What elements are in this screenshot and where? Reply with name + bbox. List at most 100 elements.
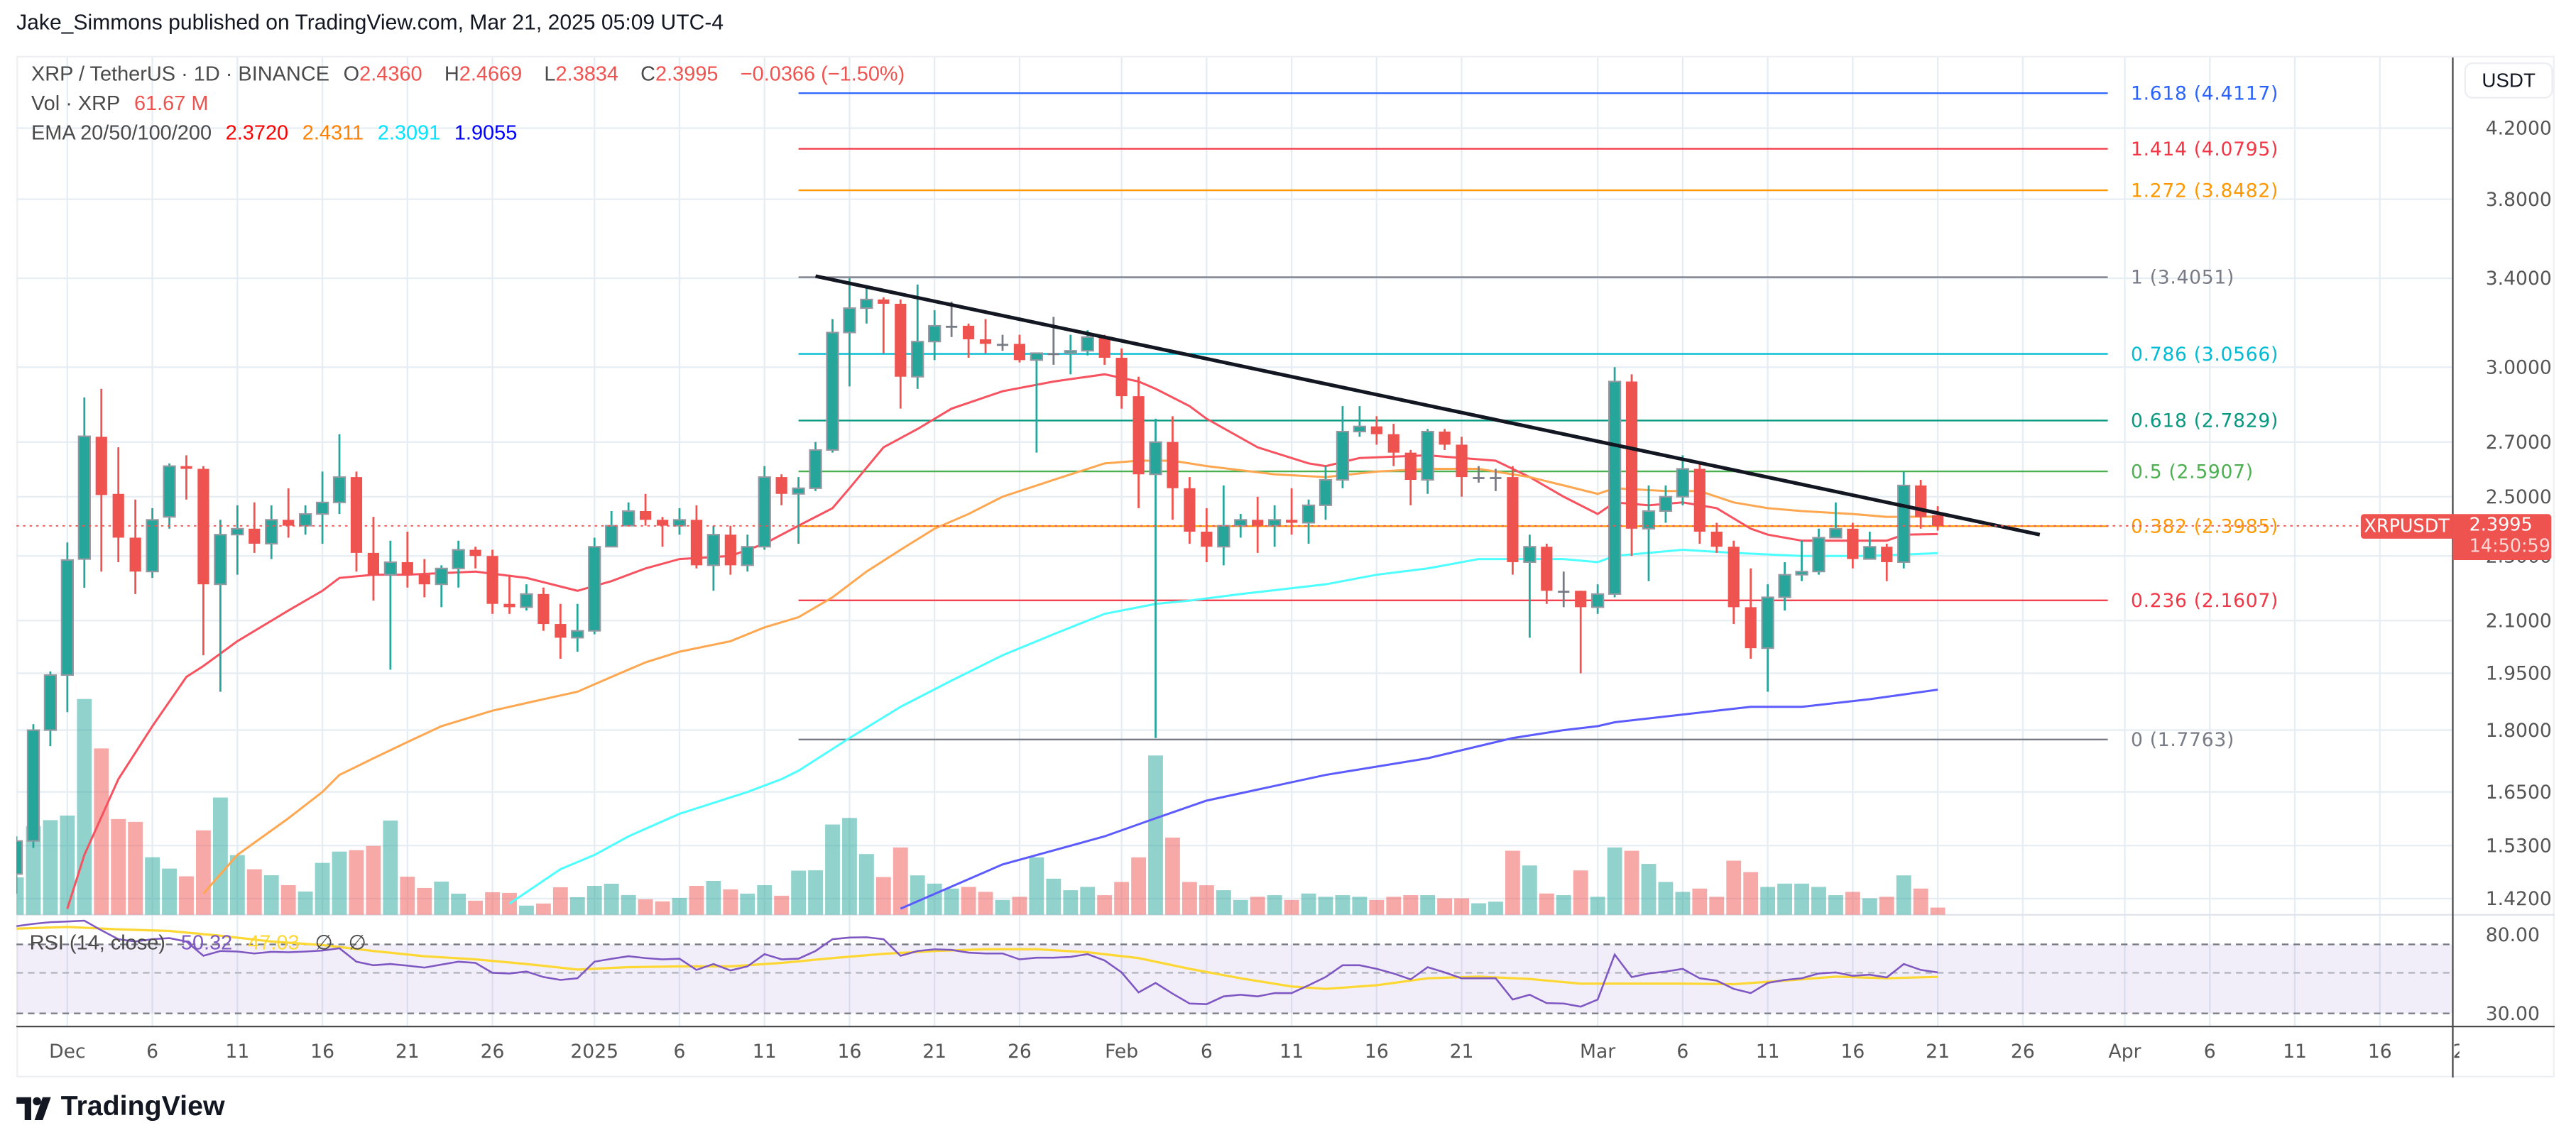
- ema200-value: 1.9055: [454, 121, 518, 145]
- candle: [1745, 568, 1757, 659]
- candle-body: [129, 537, 141, 572]
- volume-bar: [655, 901, 670, 915]
- volume-bar: [400, 877, 415, 915]
- rsi-label[interactable]: RSI (14, close): [29, 931, 165, 955]
- candle-body: [706, 534, 721, 566]
- volume-bar: [298, 891, 313, 915]
- price-axis-label: 1.8000: [2486, 720, 2552, 742]
- time-axis-label: 11: [2283, 1041, 2307, 1063]
- rsi-axis-label: 80.00: [2486, 924, 2540, 946]
- candle-body: [1268, 519, 1282, 527]
- candle-body: [1625, 381, 1638, 529]
- volume-bar: [1029, 857, 1044, 915]
- candle-body: [1098, 336, 1110, 358]
- candle: [1217, 485, 1230, 566]
- candle: [758, 466, 771, 550]
- candle: [860, 286, 873, 324]
- volume-bar: [94, 748, 109, 915]
- currency-button[interactable]: USDT: [2464, 62, 2553, 99]
- volume-bar: [995, 899, 1010, 915]
- fib-level-label: 0.618 (2.7829): [2131, 410, 2278, 432]
- volume-value: 61.67 M: [133, 92, 209, 115]
- candle-body: [1201, 531, 1213, 547]
- ema-legend: EMA 20/50/100/200 2.3720 2.4311 2.3091 1…: [31, 121, 525, 144]
- volume-bar: [1743, 872, 1759, 915]
- volume-bar: [451, 893, 466, 915]
- candle-body: [95, 437, 107, 495]
- candle: [43, 671, 58, 747]
- rsi-ma-value: 47.03: [248, 931, 300, 955]
- volume-bar: [1675, 892, 1691, 915]
- candle-body: [1558, 591, 1570, 593]
- symbol-title[interactable]: XRP / TetherUS · 1D · BINANCE: [31, 62, 330, 86]
- volume-bar: [1284, 899, 1299, 915]
- tradingview-brand[interactable]: TradingView: [16, 1090, 225, 1123]
- candle-body: [639, 510, 652, 520]
- candle: [1881, 543, 1893, 581]
- candle: [418, 559, 430, 598]
- volume-bar: [961, 887, 976, 915]
- candle-body: [792, 487, 805, 495]
- candle: [1863, 531, 1877, 560]
- candle-body: [1421, 430, 1434, 481]
- volume-bar: [1352, 897, 1368, 915]
- volume-bars: [16, 698, 1945, 915]
- candle-body: [588, 546, 601, 632]
- volume-bar: [1063, 890, 1079, 915]
- candle-body: [724, 535, 736, 566]
- candle-body: [283, 520, 295, 526]
- trendline: [815, 274, 2041, 537]
- candle: [1915, 480, 1927, 529]
- bar-countdown: 14:50:59: [2469, 535, 2550, 557]
- volume-bar: [1471, 903, 1486, 915]
- candle: [163, 463, 176, 529]
- candle: [146, 508, 159, 579]
- volume-bar: [145, 857, 160, 915]
- volume-bar: [808, 870, 823, 915]
- brand-name: TradingView: [60, 1090, 225, 1122]
- candle: [571, 603, 584, 652]
- candle: [1115, 348, 1128, 409]
- price-axis-label: 2.1000: [2486, 610, 2552, 632]
- ema-label[interactable]: EMA 20/50/100/200: [31, 121, 212, 145]
- candle-body: [1575, 591, 1587, 608]
- candle: [843, 278, 856, 387]
- time-axis-label: 11: [753, 1041, 777, 1063]
- candle-body: [996, 344, 1009, 346]
- volume-bar: [1199, 885, 1214, 915]
- volume-label[interactable]: Vol · XRP: [31, 92, 121, 115]
- last-price-tag: 2.3995 14:50:59: [2452, 514, 2552, 560]
- volume-bar: [1386, 897, 1402, 915]
- candle-body: [1812, 537, 1825, 573]
- volume-bar: [1097, 895, 1113, 915]
- volume-bar: [842, 818, 857, 915]
- volume-bar: [1181, 882, 1197, 915]
- candle-body: [1081, 336, 1094, 352]
- candle: [741, 535, 754, 572]
- time-axis-label: 6: [2204, 1041, 2216, 1063]
- candle-body: [350, 477, 363, 553]
- volume-bar: [1267, 895, 1282, 915]
- candle-body: [826, 331, 839, 451]
- candle-body: [1387, 434, 1399, 453]
- candles: [16, 278, 1944, 894]
- fib-retracement: 1.618 (4.4117) 1.414 (4.0795) 1.272 (3.848…: [798, 83, 2278, 751]
- candle: [895, 299, 907, 409]
- candle: [1167, 416, 1179, 520]
- candle-body: [435, 567, 448, 586]
- volume-bar: [332, 851, 347, 915]
- volume-bar: [621, 894, 636, 915]
- volume-bar: [366, 845, 381, 915]
- candle: [367, 517, 380, 601]
- time-axis-label: 11: [225, 1041, 249, 1063]
- volume-bar: [1505, 850, 1520, 915]
- candle: [826, 319, 839, 453]
- candle-body: [1676, 468, 1690, 498]
- fib-level-label: 0.236 (2.1607): [2131, 590, 2278, 612]
- candle-body: [1897, 484, 1911, 564]
- candle-body: [656, 520, 669, 526]
- volume-bar: [315, 862, 330, 915]
- candle: [1778, 561, 1791, 611]
- candle-body: [1523, 546, 1537, 564]
